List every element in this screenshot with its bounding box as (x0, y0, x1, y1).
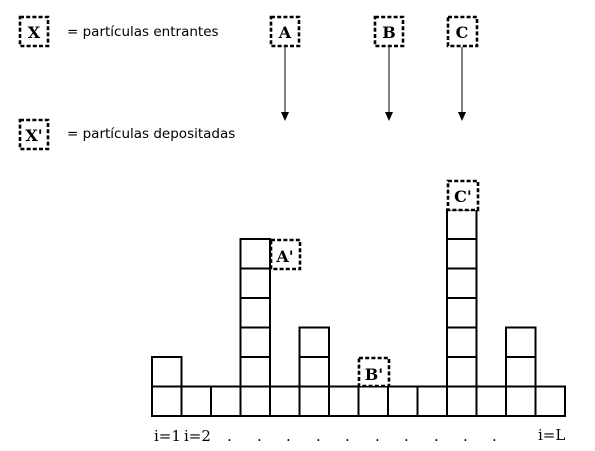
lattice-cell (328, 385, 360, 417)
deposited-legend-symbol: X' (25, 126, 42, 145)
lattice-column (269, 385, 301, 417)
lattice-column (210, 385, 242, 417)
lattice-column (239, 238, 271, 417)
lattice-cell (357, 385, 389, 417)
lattice-cell (387, 385, 419, 417)
lattice-column (505, 326, 537, 417)
lattice-cell (446, 385, 478, 417)
deposited-particle-c: C' (446, 179, 480, 212)
site-label-dot: . (375, 427, 380, 445)
lattice-cell (239, 297, 271, 329)
lattice-cell (534, 385, 566, 417)
lattice-cell (446, 267, 478, 299)
incoming-particle-c: C (446, 15, 479, 121)
lattice-column (416, 385, 448, 417)
lattice-cell (210, 385, 242, 417)
incoming-particle-a: A (269, 15, 301, 121)
site-label-dot: . (286, 427, 291, 445)
deposited-particles: A' B' C' (269, 179, 480, 388)
lattice-column (357, 385, 389, 417)
lattice-column (534, 385, 566, 417)
lattice-cell (416, 385, 448, 417)
lattice-cell (446, 208, 478, 240)
lattice-cell (475, 385, 507, 417)
lattice-cell (505, 326, 537, 358)
lattice-cell (269, 385, 301, 417)
site-index-labels: i=1 i=2 .......... i=L (154, 426, 565, 445)
site-label-second: i=2 (184, 427, 211, 445)
lattice-column (475, 385, 507, 417)
lattice-cell (446, 356, 478, 388)
arrow-head-icon (281, 112, 289, 121)
lattice-column (180, 385, 212, 417)
deposited-particle-label: B' (365, 365, 383, 384)
deposited-particle-label: C' (454, 187, 472, 206)
site-label-first: i=1 (154, 427, 181, 445)
lattice-cell (239, 267, 271, 299)
deposited-particle-a: A' (269, 238, 302, 271)
incoming-legend-text: = partículas entrantes (67, 24, 219, 40)
incoming-particle-label: B (382, 23, 396, 42)
lattice-cell (298, 326, 330, 358)
lattice-column (151, 356, 183, 417)
lattice-cell (446, 297, 478, 329)
lattice-column (298, 326, 330, 417)
lattice-cell (298, 385, 330, 417)
lattice-cell (298, 356, 330, 388)
deposited-particle-b: B' (357, 356, 391, 388)
lattice-cell (239, 326, 271, 358)
site-label-dot: . (316, 427, 321, 445)
deposition-lattice (151, 208, 566, 417)
incoming-particle-label: C (456, 23, 469, 42)
lattice-cell (446, 326, 478, 358)
site-label-dot: . (434, 427, 439, 445)
site-label-dot: . (404, 427, 409, 445)
site-label-last: i=L (538, 426, 565, 444)
lattice-cell (505, 385, 537, 417)
arrow-head-icon (385, 112, 393, 121)
site-label-dot: . (492, 427, 497, 445)
site-label-dot: . (463, 427, 468, 445)
deposited-legend-text: = partículas depositadas (67, 126, 235, 142)
lattice-column (446, 208, 478, 417)
deposited-particle-label: A' (275, 247, 293, 266)
incoming-particle-b: B (373, 15, 405, 121)
lattice-cell (239, 385, 271, 417)
lattice-cell (505, 356, 537, 388)
lattice-cell (151, 385, 183, 417)
lattice-column (328, 385, 360, 417)
incoming-legend-box (18, 15, 50, 48)
lattice-cell (239, 238, 271, 270)
incoming-legend-symbol: X (28, 23, 41, 42)
deposited-legend-box (18, 118, 50, 151)
lattice-column (387, 385, 419, 417)
lattice-cell (180, 385, 212, 417)
arrow-head-icon (458, 112, 466, 121)
incoming-particle-label: A (278, 23, 292, 42)
lattice-cell (151, 356, 183, 388)
site-label-dot: . (257, 427, 262, 445)
incoming-particles: A B C (269, 15, 479, 121)
site-label-dot: . (345, 427, 350, 445)
site-label-dot: . (227, 427, 232, 445)
legend: X = partículas entrantes X' = partículas… (18, 15, 235, 151)
lattice-cell (239, 356, 271, 388)
lattice-cell (446, 238, 478, 270)
